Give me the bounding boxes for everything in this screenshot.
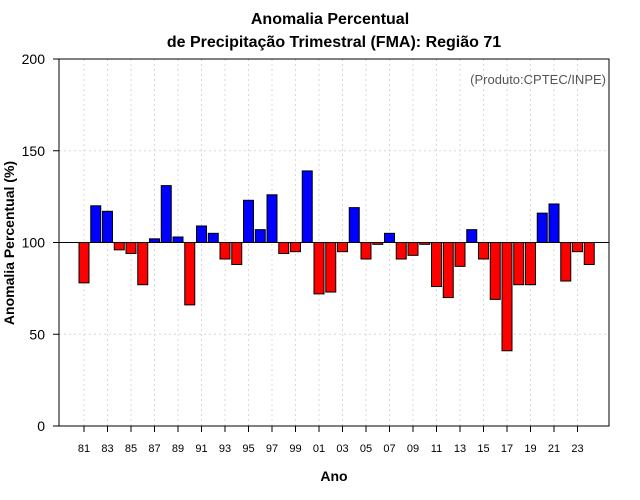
bar-2020 xyxy=(536,212,548,243)
source-note: (Produto:CPTEC/INPE) xyxy=(470,72,606,87)
x-tick-label-2007: 07 xyxy=(383,443,395,455)
x-tick-label-1995: 95 xyxy=(242,443,254,455)
bar-2004 xyxy=(348,207,360,243)
bar-1997 xyxy=(266,194,278,243)
bar-1998 xyxy=(278,242,290,255)
x-tick-label-2017: 17 xyxy=(501,443,513,455)
bar-1996 xyxy=(254,229,266,243)
bar-2014 xyxy=(466,229,478,243)
y-tick-label-200: 200 xyxy=(22,51,46,67)
chart-title-line2: de Precipitação Trimestral (FMA): Região… xyxy=(167,34,501,51)
x-tick-label-2009: 09 xyxy=(407,443,419,455)
bar-1983 xyxy=(102,210,113,243)
x-tick-label-2015: 15 xyxy=(477,443,489,455)
bar-2019 xyxy=(525,242,536,286)
bar-2002 xyxy=(325,242,337,293)
bar-2005 xyxy=(360,242,372,260)
bar-2003 xyxy=(337,242,348,253)
bar-2008 xyxy=(395,242,407,260)
x-tick-label-2003: 03 xyxy=(336,443,348,455)
bar-1984 xyxy=(113,242,125,251)
x-tick-label-1981: 81 xyxy=(78,443,90,455)
bar-1981 xyxy=(78,242,90,284)
x-axis-label: Ano xyxy=(320,468,347,484)
y-axis: 0 50 100 150 200 xyxy=(22,51,59,434)
bar-2023 xyxy=(572,242,583,253)
x-tick-label-1989: 89 xyxy=(172,443,184,455)
y-tick-label-0: 0 xyxy=(37,418,45,434)
bar-1991 xyxy=(196,225,207,243)
chart-title-line1: Anomalia Percentual xyxy=(251,11,409,28)
bar-1993 xyxy=(219,242,231,260)
bar-2007 xyxy=(384,232,395,243)
bar-1989 xyxy=(172,236,184,243)
bar-2024 xyxy=(583,242,595,266)
y-axis-label: Anomalia Percentual (%) xyxy=(1,161,17,325)
x-tick-label-2019: 19 xyxy=(524,443,536,455)
bar-2016 xyxy=(489,242,501,300)
bar-1986 xyxy=(137,242,149,286)
x-tick-label-2013: 13 xyxy=(454,443,466,455)
bar-1990 xyxy=(184,242,196,306)
x-tick-label-1999: 99 xyxy=(289,443,301,455)
x-tick-label-2005: 05 xyxy=(360,443,372,455)
y-tick-label-100: 100 xyxy=(22,235,46,251)
bar-1999 xyxy=(290,242,301,253)
x-tick-label-2023: 23 xyxy=(571,443,583,455)
y-tick-label-50: 50 xyxy=(29,326,45,342)
bar-2015 xyxy=(478,242,489,260)
y-tick-label-150: 150 xyxy=(22,143,46,159)
bar-2000 xyxy=(301,170,313,243)
bar-2012 xyxy=(442,242,454,299)
bar-1995 xyxy=(243,199,254,243)
x-tick-label-2011: 11 xyxy=(431,443,442,455)
x-tick-label-1997: 97 xyxy=(266,443,278,455)
bar-1985 xyxy=(125,242,137,255)
x-tick-label-2001: 01 xyxy=(313,443,325,455)
x-tick-label-1993: 93 xyxy=(219,443,231,455)
bars xyxy=(78,170,595,352)
bar-1987 xyxy=(149,238,160,244)
bar-2018 xyxy=(513,242,525,286)
x-tick-label-2021: 21 xyxy=(548,443,560,455)
bar-2001 xyxy=(313,242,325,295)
grid-lines xyxy=(59,59,609,426)
bar-2022 xyxy=(560,242,572,282)
x-tick-label-1987: 87 xyxy=(148,443,160,455)
x-tick-label-1985: 85 xyxy=(125,443,137,455)
bar-2021 xyxy=(548,203,560,243)
bar-1992 xyxy=(207,232,219,243)
x-tick-label-1991: 91 xyxy=(195,443,207,455)
bar-2009 xyxy=(407,242,419,256)
bar-1994 xyxy=(231,242,243,266)
bar-1982 xyxy=(90,205,102,244)
x-axis: 81 83 85 87 89 91 93 95 97 99 01 03 05 07 09 11 13 15 17 19… xyxy=(78,426,584,455)
bar-2017 xyxy=(501,242,513,352)
bar-2013 xyxy=(454,242,466,267)
bar-2011 xyxy=(431,242,442,288)
bar-1988 xyxy=(160,185,172,244)
x-tick-label-1983: 83 xyxy=(101,443,113,455)
